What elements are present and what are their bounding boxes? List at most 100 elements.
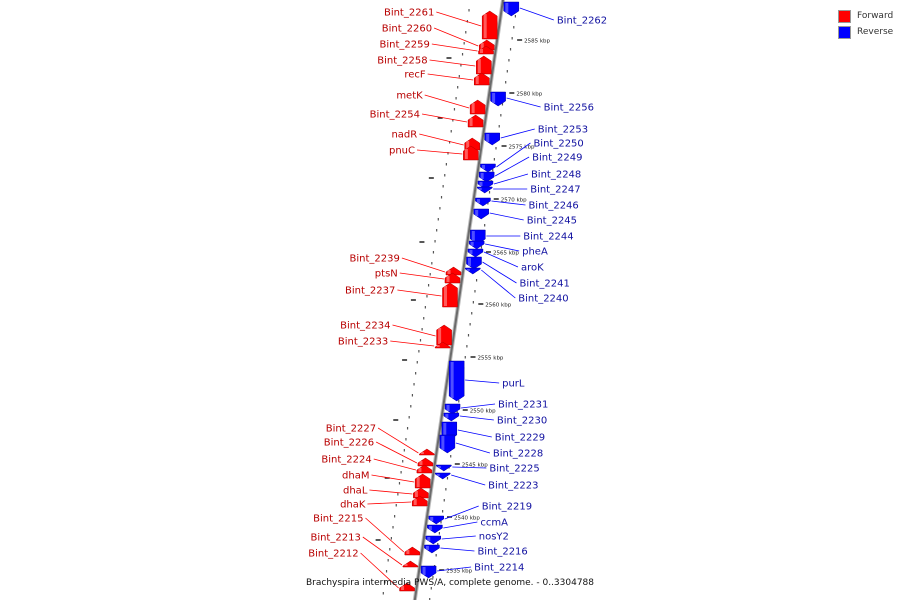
gene-highlight (430, 517, 434, 521)
gene-highlight (404, 564, 408, 566)
label-connector (373, 458, 417, 471)
label-connector (460, 403, 496, 409)
label-connector (431, 43, 478, 52)
guide-dot (461, 53, 464, 56)
gene-label: Bint_2258 (377, 56, 427, 67)
guide-dot (501, 103, 504, 106)
guide-dot (415, 372, 417, 375)
guide-dot (440, 196, 443, 199)
gene-recF (473, 72, 490, 86)
guide-dot (513, 26, 515, 29)
guide-dot (434, 240, 436, 243)
gene-highlight (414, 491, 418, 497)
label-connector (491, 200, 526, 206)
gene-highlight (476, 199, 480, 203)
label-connector (390, 340, 435, 347)
gene-highlight (428, 526, 432, 530)
guide-dot (469, 323, 471, 326)
reverse-label: Reverse (857, 27, 894, 37)
gene-highlight (467, 258, 471, 266)
gene-Bint_2248 (477, 180, 494, 190)
gene-label: Bint_2223 (488, 481, 538, 492)
label-connector (401, 257, 446, 273)
guide-dot (421, 328, 423, 331)
gene-label: Bint_2254 (370, 110, 420, 121)
guide-dot (432, 576, 434, 579)
gene-label: Bint_2250 (533, 139, 583, 150)
gene-label: dhaL (343, 486, 368, 497)
gene-Bint_2225 (436, 464, 452, 472)
label-connector (500, 128, 535, 139)
guide-dot (392, 526, 394, 529)
guide-dot (450, 130, 452, 133)
guide-dot (384, 581, 386, 584)
guide-dot (500, 114, 502, 117)
guide-dot (474, 290, 476, 293)
gene-Bint_2224 (416, 464, 433, 474)
gene-pheA (468, 240, 485, 250)
gene-label: Bint_2212 (308, 549, 358, 560)
guide-dot (439, 207, 441, 210)
gene-pnuC (463, 145, 479, 161)
gene-label: Bint_2247 (530, 185, 580, 196)
gene-label: Bint_2249 (532, 153, 582, 164)
guide-dot (429, 273, 431, 276)
guide-dot (514, 15, 516, 18)
guide-dot (436, 229, 438, 232)
gene-highlight (450, 362, 454, 398)
gene-label: Bint_2244 (523, 232, 573, 243)
guide-dot (418, 350, 420, 353)
guide-dot (437, 543, 439, 546)
gene-Bint_2240 (465, 267, 481, 275)
label-connector (465, 379, 500, 384)
gene-highlight (436, 474, 440, 476)
gene-Bint_2256 (490, 91, 506, 107)
guide-dot (395, 504, 397, 507)
label-connector (416, 149, 463, 155)
gene-highlight (481, 165, 485, 169)
gene-Bint_2214 (420, 565, 437, 579)
gene-highlight (475, 210, 479, 216)
gene-highlight (505, 3, 509, 13)
label-connector (427, 73, 474, 81)
gene-label: Bint_2246 (528, 201, 578, 212)
guide-dot (475, 279, 478, 282)
gene-highlight (469, 250, 473, 254)
gene-Bint_2246 (475, 197, 491, 207)
guide-dot (419, 339, 422, 342)
gene-Bint_2215 (404, 546, 421, 556)
guide-dot (400, 471, 402, 474)
label-connector (485, 243, 520, 252)
gene-highlight (425, 546, 429, 550)
gene-label: Bint_2224 (321, 455, 371, 466)
guide-dot (487, 202, 489, 205)
guide-dot (432, 251, 435, 254)
gene-label: Bint_2245 (527, 216, 577, 227)
guide-dot (442, 510, 444, 513)
gene-Bint_2230 (443, 412, 460, 422)
gene-highlight (464, 149, 468, 159)
gene-label: dhaM (342, 471, 369, 482)
gene-highlight (470, 242, 474, 246)
legend: Forward Reverse (838, 8, 893, 40)
guide-dot (435, 554, 437, 557)
gene-label: pnuC (389, 146, 415, 157)
guide-dot (488, 191, 491, 194)
guide-dot (389, 548, 391, 551)
label-connector (360, 552, 399, 589)
gene-label: Bint_2241 (519, 279, 569, 290)
gene-highlight (479, 182, 483, 186)
gene-label: ccmA (480, 518, 508, 529)
guide-dot (465, 31, 467, 34)
gene-highlight (427, 537, 431, 541)
gene-Bint_2228 (439, 434, 456, 454)
label-connector (367, 501, 412, 505)
gene-Bint_2213 (402, 560, 419, 568)
gene-label: Bint_2253 (538, 125, 588, 136)
gene-Bint_2227 (419, 448, 435, 456)
guide-dot (442, 185, 444, 188)
gene-features (399, 1, 520, 592)
gene-label: Bint_2248 (531, 170, 581, 181)
guide-dot (505, 81, 507, 84)
